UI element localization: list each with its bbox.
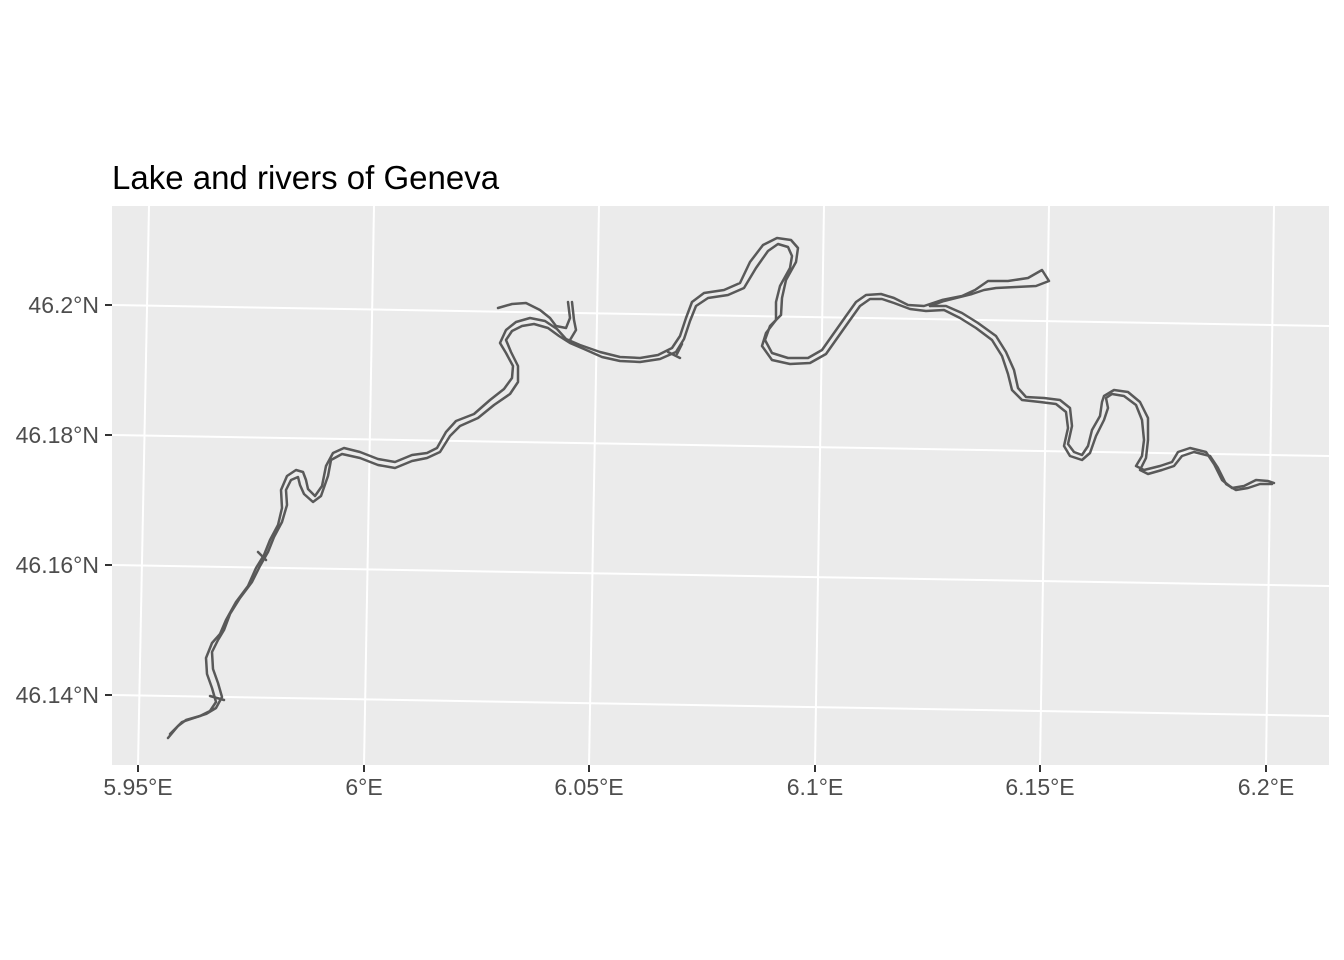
x-axis-ticks — [137, 765, 1267, 772]
x-tick-label: 6.2°E — [1238, 774, 1295, 800]
x-axis-labels: 5.95°E 6°E 6.05°E 6.1°E 6.15°E 6.2°E — [103, 774, 1294, 800]
y-axis-labels: 46.2°N 46.18°N 46.16°N 46.14°N — [16, 292, 99, 708]
river-outline — [166, 236, 1276, 740]
gridline-lon-6-1 — [814, 205, 825, 766]
river-right-bank-outer — [928, 304, 1274, 492]
x-tick-label: 6°E — [345, 774, 382, 800]
y-axis-ticks — [105, 304, 112, 696]
gridline-lon-6-2 — [1265, 205, 1275, 766]
x-tick-label: 6.1°E — [787, 774, 844, 800]
gridline-lat-46-18 — [111, 434, 1330, 457]
gridline-lat-46-16 — [111, 564, 1330, 587]
x-tick-label: 6.15°E — [1005, 774, 1074, 800]
gridline-lat-46-2 — [111, 304, 1330, 327]
river-left-bank — [166, 236, 1051, 740]
y-tick-label: 46.2°N — [28, 292, 99, 318]
map-title: Lake and rivers of Geneva — [112, 159, 500, 196]
gridline-lat-46-14 — [111, 694, 1330, 717]
y-tick-label: 46.14°N — [16, 682, 99, 708]
gridline-lon-6-05 — [588, 205, 600, 766]
river-tributary-left — [496, 300, 578, 342]
y-tick-label: 46.16°N — [16, 552, 99, 578]
gridline-lon-6-15 — [1039, 205, 1050, 766]
river-right-bank — [168, 242, 1276, 736]
gridline-lon-6 — [363, 205, 375, 766]
latitude-gridlines — [111, 304, 1330, 717]
x-tick-label: 6.05°E — [554, 774, 623, 800]
x-tick-label: 5.95°E — [103, 774, 172, 800]
map-panel — [112, 206, 1329, 765]
river-tributary-right — [208, 342, 684, 702]
y-tick-label: 46.18°N — [16, 422, 99, 448]
gridline-lon-5-95 — [137, 205, 150, 766]
longitude-gridlines — [137, 205, 1275, 766]
